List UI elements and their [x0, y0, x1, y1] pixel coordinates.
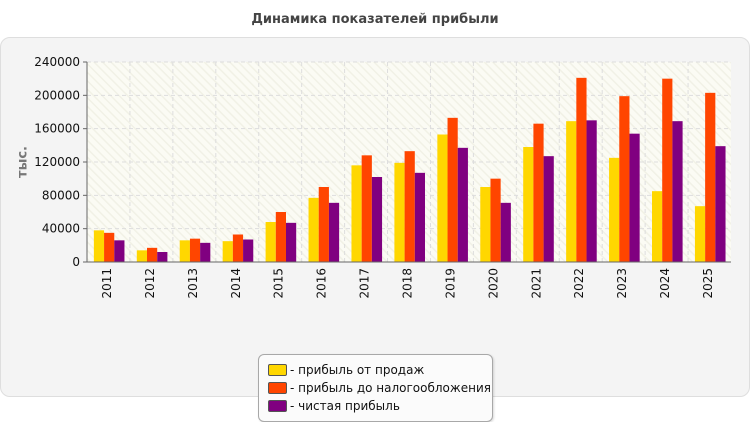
- bar-2020-series-3: [500, 202, 511, 262]
- bar-2011-series-2: [104, 232, 115, 262]
- y-tick-label: 240000: [34, 55, 80, 69]
- bar-2016-series-2: [318, 187, 329, 262]
- bar-2018-series-2: [404, 151, 415, 262]
- bar-2020-series-2: [490, 178, 501, 262]
- bar-2018-series-1: [394, 162, 405, 262]
- x-tick-label: 2013: [186, 268, 200, 299]
- legend-label-sales-profit: - прибыль от продаж: [290, 363, 425, 377]
- x-tick-label: 2022: [572, 268, 586, 299]
- bar-2024-series-1: [652, 191, 663, 262]
- y-tick-label: 200000: [34, 88, 80, 102]
- chart-title: Динамика показателей прибыли: [251, 12, 499, 27]
- bar-2024-series-3: [672, 121, 683, 263]
- x-tick-label: 2014: [229, 268, 243, 299]
- legend-label-net-profit: - чистая прибыль: [290, 399, 400, 413]
- bar-2023-series-3: [629, 133, 640, 262]
- bar-2015-series-3: [286, 222, 297, 262]
- bar-2024-series-2: [662, 78, 673, 262]
- bar-2019-series-1: [437, 134, 448, 262]
- x-tick-label: 2025: [701, 268, 715, 299]
- bar-2012-series-3: [157, 252, 168, 262]
- bar-2014-series-1: [222, 241, 233, 262]
- legend-item-pretax-profit: - прибыль до налогообложения: [268, 380, 491, 396]
- bar-2023-series-2: [619, 96, 630, 262]
- bar-2017-series-2: [361, 155, 372, 262]
- bar-2013-series-2: [189, 238, 201, 262]
- x-tick-label: 2020: [486, 268, 500, 299]
- x-tick-label: 2017: [358, 268, 372, 299]
- y-tick-label: 160000: [34, 122, 80, 136]
- legend-item-net-profit: - чистая прибыль: [268, 398, 400, 414]
- bar-2017-series-3: [371, 177, 383, 262]
- bar-2011-series-1: [93, 230, 105, 262]
- x-tick-label: 2012: [143, 268, 157, 299]
- x-tick-label: 2016: [315, 268, 329, 299]
- x-tick-label: 2021: [529, 268, 543, 299]
- bar-2012-series-2: [147, 247, 158, 262]
- chart-panel: 0 40000 80000 120000 160000 200000 240000 2011…: [0, 37, 750, 422]
- bar-2012-series-1: [136, 250, 147, 262]
- bar-2013-series-3: [200, 242, 211, 262]
- bar-2021-series-3: [543, 156, 554, 262]
- bar-2019-series-3: [457, 147, 468, 262]
- x-tick-label: 2011: [100, 268, 114, 299]
- bar-2025-series-3: [715, 146, 726, 262]
- x-tick-label: 2019: [443, 268, 457, 299]
- bar-2022-series-3: [586, 120, 597, 262]
- legend-item-sales-profit: - прибыль от продаж: [268, 362, 424, 378]
- x-tick-label: 2024: [658, 268, 672, 299]
- bar-2015-series-1: [265, 222, 276, 262]
- chart-svg: 0 40000 80000 120000 160000 200000 240000 2011…: [16, 55, 731, 299]
- bar-2016-series-3: [328, 202, 340, 262]
- bar-2017-series-1: [351, 165, 362, 262]
- bar-2013-series-1: [179, 240, 190, 262]
- bar-2023-series-1: [609, 157, 620, 262]
- bar-2011-series-3: [114, 240, 125, 262]
- bar-2020-series-1: [480, 187, 491, 262]
- legend-label-pretax-profit: - прибыль до налогообложения: [290, 381, 491, 395]
- bar-2019-series-2: [447, 117, 458, 262]
- bar-2016-series-1: [308, 197, 319, 262]
- x-tick-label: 2015: [272, 268, 286, 299]
- x-tick-label: 2023: [615, 268, 629, 299]
- y-tick-label: 0: [72, 255, 80, 269]
- legend: - прибыль от продаж - прибыль до налогоо…: [258, 354, 493, 422]
- bar-2018-series-3: [414, 172, 425, 262]
- legend-swatch-sales-profit: [268, 364, 287, 376]
- bar-2022-series-1: [566, 121, 577, 263]
- bar-2021-series-2: [533, 123, 544, 263]
- y-tick-label: 120000: [34, 155, 80, 169]
- bar-2015-series-2: [275, 212, 286, 262]
- bar-2025-series-1: [694, 206, 706, 262]
- bar-2014-series-2: [232, 234, 244, 262]
- y-tick-label: 80000: [42, 188, 80, 202]
- bar-2021-series-1: [523, 147, 534, 262]
- bar-2025-series-2: [705, 92, 716, 262]
- bar-2014-series-3: [243, 239, 254, 262]
- legend-swatch-pretax-profit: [268, 382, 287, 394]
- y-axis-label: тыс.: [16, 146, 31, 178]
- bar-2022-series-2: [576, 77, 587, 262]
- legend-swatch-net-profit: [268, 400, 287, 412]
- x-tick-label: 2018: [401, 268, 415, 299]
- y-tick-label: 40000: [42, 222, 80, 236]
